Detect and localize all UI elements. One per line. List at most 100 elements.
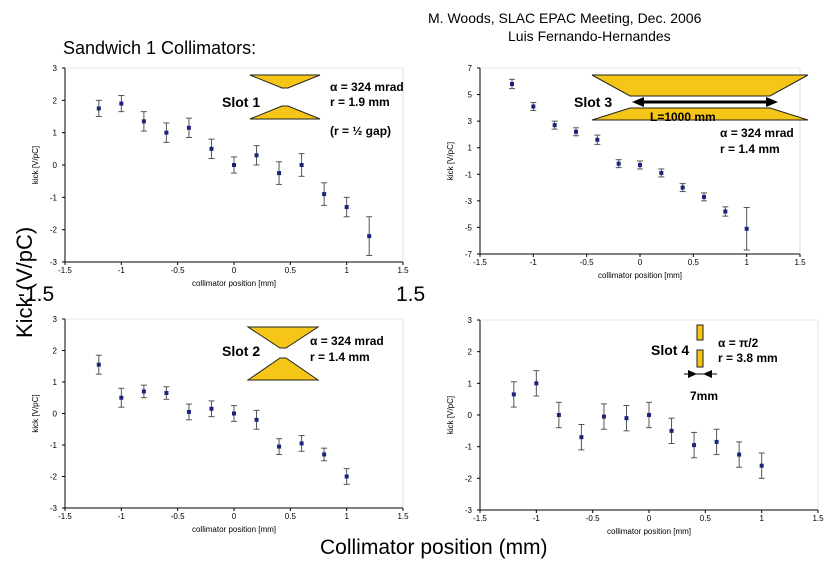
x-tick-label: 0 bbox=[232, 266, 237, 275]
data-point bbox=[574, 129, 578, 134]
x-tick-label: 1.5 bbox=[794, 258, 806, 267]
y-tick-label: 3 bbox=[53, 64, 58, 73]
slot3-arrowhead-left-icon bbox=[632, 97, 644, 107]
data-point bbox=[759, 463, 764, 468]
data-point bbox=[232, 163, 236, 167]
data-point bbox=[344, 205, 349, 210]
slot1-lower-jaw-icon bbox=[249, 105, 321, 120]
x-axis-label: collimator position [mm] bbox=[192, 279, 276, 288]
y-axis-label: kick [V/pC] bbox=[31, 394, 40, 432]
data-point bbox=[534, 381, 539, 386]
y-tick-label: -1 bbox=[50, 193, 58, 202]
chart-4: 3 2 1 0 -1 -2 -3-1.5 -1 -0.5 0 0.5 1 1.5 collimator p… bbox=[446, 316, 824, 536]
x-tick-label: -1.5 bbox=[473, 514, 487, 523]
slot1-radius: r = 1.9 mm bbox=[330, 95, 390, 109]
y-axis-label: kick [V/pC] bbox=[31, 146, 40, 184]
data-point bbox=[511, 392, 516, 397]
x-tick-label: -1.5 bbox=[58, 512, 72, 521]
y-tick-label: -2 bbox=[465, 474, 473, 483]
data-point bbox=[723, 209, 728, 214]
x-tick-label: 0.5 bbox=[688, 258, 700, 267]
chart-1: 3 2 1 0 -1 -2 -3-1.5 -1 -0.5 0 0.5 1 1.5 collimator p… bbox=[31, 64, 409, 288]
data-point bbox=[616, 161, 621, 166]
y-tick-label: 0 bbox=[468, 411, 473, 420]
data-point bbox=[595, 137, 600, 142]
x-tick-label: 0 bbox=[638, 258, 643, 267]
y-tick-label: 2 bbox=[53, 347, 58, 356]
data-point bbox=[299, 163, 304, 167]
y-tick-label: -7 bbox=[465, 250, 473, 259]
slot4-lower-jaw-icon bbox=[696, 349, 704, 368]
x-tick-label: 1 bbox=[344, 512, 349, 521]
y-tick-label: 1 bbox=[53, 129, 58, 138]
x-tick-label: 0.5 bbox=[700, 514, 712, 523]
data-point bbox=[556, 413, 561, 417]
x-tick-label: -0.5 bbox=[580, 258, 594, 267]
slot3-upper-jaw-icon bbox=[591, 74, 809, 97]
y-tick-label: -3 bbox=[50, 504, 58, 513]
data-point bbox=[277, 171, 282, 176]
y-tick-label: 0 bbox=[53, 410, 58, 419]
data-point bbox=[638, 162, 642, 167]
x-tick-label: -1.5 bbox=[58, 266, 72, 275]
slot4-width-label: 7mm bbox=[690, 389, 718, 403]
data-point bbox=[277, 444, 282, 449]
chart-3: 3 2 1 0 -1 -2 -3-1.5 -1 -0.5 0 0.5 1 1.5 collimator p… bbox=[31, 315, 409, 534]
x-tick-label: 0 bbox=[647, 514, 652, 523]
data-point bbox=[119, 395, 124, 400]
y-tick-label: 2 bbox=[53, 96, 58, 105]
data-point bbox=[669, 428, 674, 433]
y-tick-label: -3 bbox=[465, 506, 473, 515]
meeting-credit: M. Woods, SLAC EPAC Meeting, Dec. 2006 bbox=[428, 10, 702, 26]
slot1-label: Slot 1 bbox=[222, 94, 260, 110]
y-tick-label: 1 bbox=[468, 144, 473, 153]
y-tick-label: -2 bbox=[50, 473, 58, 482]
data-point bbox=[367, 234, 372, 239]
data-point bbox=[186, 125, 191, 130]
slot4-arrow-right-icon bbox=[703, 370, 712, 378]
y-tick-label: 3 bbox=[468, 117, 473, 126]
slot2-label: Slot 2 bbox=[222, 343, 260, 359]
slot2-upper-jaw-icon bbox=[246, 326, 320, 349]
slot1-alpha: α = 324 mrad bbox=[330, 80, 404, 94]
data-point bbox=[209, 146, 214, 151]
data-point bbox=[254, 153, 259, 158]
slot4-label: Slot 4 bbox=[651, 342, 689, 358]
data-point bbox=[299, 441, 304, 446]
slot4-arrow-left-icon bbox=[688, 370, 697, 378]
slot2-lower-jaw-icon bbox=[246, 357, 320, 381]
y-tick-label: 1 bbox=[468, 379, 473, 388]
x-tick-label: 0.5 bbox=[285, 512, 297, 521]
y-tick-label: -1 bbox=[465, 443, 473, 452]
x-axis-label: collimator position [mm] bbox=[192, 525, 276, 534]
y-tick-label: -2 bbox=[50, 226, 58, 235]
y-axis-label: kick [V/pC] bbox=[446, 396, 455, 434]
data-point bbox=[322, 452, 327, 457]
data-point bbox=[344, 474, 349, 479]
x-tick-label: -0.5 bbox=[171, 266, 185, 275]
y-tick-label: -1 bbox=[50, 441, 58, 450]
slot2-alpha: α = 324 mrad bbox=[310, 334, 384, 348]
slot3-lower-jaw-icon bbox=[591, 107, 809, 121]
x-tick-label: -1 bbox=[118, 512, 126, 521]
x-axis-label: collimator position [mm] bbox=[598, 271, 682, 280]
y-tick-label: -3 bbox=[465, 197, 473, 206]
x-tick-label: 1.5 bbox=[397, 266, 409, 275]
y-tick-label: 5 bbox=[468, 91, 473, 100]
x-tick-label: 1 bbox=[744, 258, 749, 267]
y-tick-label: -5 bbox=[465, 223, 473, 232]
x-tick-label: 0 bbox=[232, 512, 237, 521]
x-tick-label: -1 bbox=[530, 258, 538, 267]
data-point bbox=[232, 411, 236, 416]
data-point bbox=[692, 443, 697, 448]
data-point bbox=[714, 439, 719, 444]
slot2-radius: r = 1.4 mm bbox=[310, 350, 370, 364]
x-tick-label: 1 bbox=[759, 514, 764, 523]
data-point bbox=[141, 389, 146, 394]
slot3-radius: r = 1.4 mm bbox=[720, 142, 780, 156]
y-tick-label: 3 bbox=[468, 316, 473, 325]
x-tick-label: -1 bbox=[533, 514, 541, 523]
data-point bbox=[744, 226, 749, 231]
x-tick-label: 1.5 bbox=[812, 514, 824, 523]
